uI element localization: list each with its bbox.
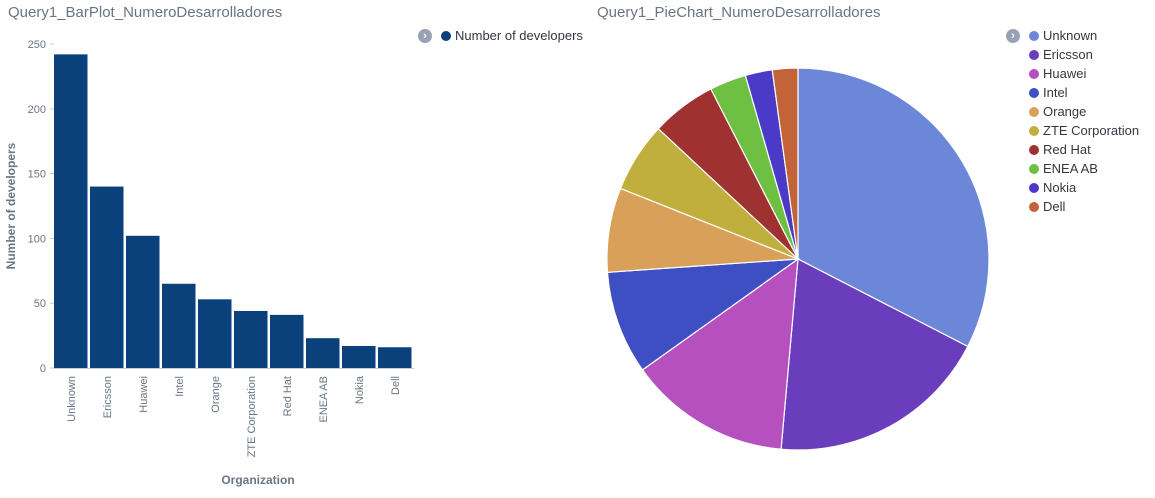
legend-label: Intel xyxy=(1043,85,1068,100)
legend-item[interactable]: Unknown xyxy=(1029,26,1097,45)
bar[interactable] xyxy=(198,299,232,368)
legend-item[interactable]: Orange xyxy=(1029,102,1086,121)
x-tick-label: Ericsson xyxy=(102,376,114,418)
x-tick-label: Red Hat xyxy=(282,376,294,416)
x-tick-label: ENEA AB xyxy=(318,376,330,422)
legend-label: Ericsson xyxy=(1043,47,1093,62)
legend-item[interactable]: ENEA AB xyxy=(1029,159,1098,178)
legend-swatch xyxy=(1029,106,1039,117)
y-tick-label: 150 xyxy=(28,169,46,181)
pie-slice[interactable] xyxy=(771,67,799,260)
bar[interactable] xyxy=(270,314,304,368)
legend-item[interactable]: Dell xyxy=(1029,197,1065,216)
bar-chart: 0 50 100 150 200 250 Unknown Ericsson Huawei Inte… xyxy=(4,39,414,487)
y-tick-label: 200 xyxy=(28,104,46,116)
bar-chart-panel: Query1_BarPlot_NumeroDesarrolladores 0 50… xyxy=(4,4,583,487)
chevron-right-icon[interactable]: › xyxy=(418,29,432,43)
pie-chart-panel: Query1_PieChart_NumeroDesarrolladores › … xyxy=(590,0,1155,498)
legend-label: Nokia xyxy=(1043,180,1077,195)
bar[interactable] xyxy=(126,235,160,368)
pie-slice[interactable] xyxy=(641,257,799,450)
x-axis-label: Organization xyxy=(221,473,294,487)
legend-item[interactable]: Intel xyxy=(1029,83,1068,102)
x-tick-label: Nokia xyxy=(354,375,366,404)
legend-swatch xyxy=(1029,125,1039,136)
legend-label: Red Hat xyxy=(1043,142,1091,157)
y-tick-label: 0 xyxy=(40,363,46,375)
bar[interactable] xyxy=(342,345,376,368)
bar[interactable] xyxy=(54,54,88,368)
legend-swatch xyxy=(1029,182,1039,193)
bar[interactable] xyxy=(306,338,340,368)
legend-item[interactable]: Nokia xyxy=(1029,178,1076,197)
y-tick-label: 100 xyxy=(28,233,46,245)
bar[interactable] xyxy=(378,347,412,368)
bar-chart-title: Query1_BarPlot_NumeroDesarrolladores xyxy=(8,4,283,21)
bar[interactable] xyxy=(234,310,268,368)
x-tick-label: Huawei xyxy=(138,376,150,413)
legend-item[interactable]: ZTE Corporation xyxy=(1029,121,1139,140)
legend-swatch xyxy=(1029,68,1039,79)
y-tick-label: 250 xyxy=(28,39,46,51)
legend-label: Unknown xyxy=(1043,28,1098,43)
legend-item[interactable]: Red Hat xyxy=(1029,140,1091,159)
bar[interactable] xyxy=(90,186,124,368)
legend-swatch xyxy=(1029,30,1039,41)
bar[interactable] xyxy=(162,283,196,368)
legend-label: Dell xyxy=(1043,199,1066,214)
legend-label: Number of developers xyxy=(455,28,583,43)
chevron-right-icon[interactable]: › xyxy=(1006,29,1020,43)
legend-swatch xyxy=(1029,87,1039,98)
pie-slice[interactable] xyxy=(780,258,969,451)
legend-item[interactable]: Huawei xyxy=(1029,64,1086,83)
pie-chart xyxy=(606,67,990,451)
pie-slice[interactable] xyxy=(606,258,801,371)
legend-label: ZTE Corporation xyxy=(1043,123,1140,138)
legend-swatch xyxy=(1029,49,1039,60)
y-tick-label: 50 xyxy=(34,298,46,310)
x-tick-label: ZTE Corporation xyxy=(246,376,258,457)
x-tick-label: Dell xyxy=(390,376,402,395)
x-tick-label: Orange xyxy=(210,376,222,413)
legend-swatch xyxy=(1029,144,1039,155)
legend-item[interactable]: Ericsson xyxy=(1029,45,1093,64)
x-tick-label: Unknown xyxy=(66,376,78,422)
legend-swatch xyxy=(441,30,451,41)
legend-label: Orange xyxy=(1043,104,1087,119)
x-tick-label: Intel xyxy=(174,376,186,397)
legend-label: Huawei xyxy=(1043,66,1087,81)
pie-slice[interactable] xyxy=(797,67,990,348)
pie-chart-title: Query1_PieChart_NumeroDesarrolladores xyxy=(597,4,881,21)
y-axis-label: Number of developers xyxy=(4,142,18,269)
legend-swatch xyxy=(1029,201,1039,212)
legend-swatch xyxy=(1029,163,1039,174)
legend-label: ENEA AB xyxy=(1043,161,1098,176)
legend-item[interactable]: Number of developers xyxy=(441,26,583,45)
